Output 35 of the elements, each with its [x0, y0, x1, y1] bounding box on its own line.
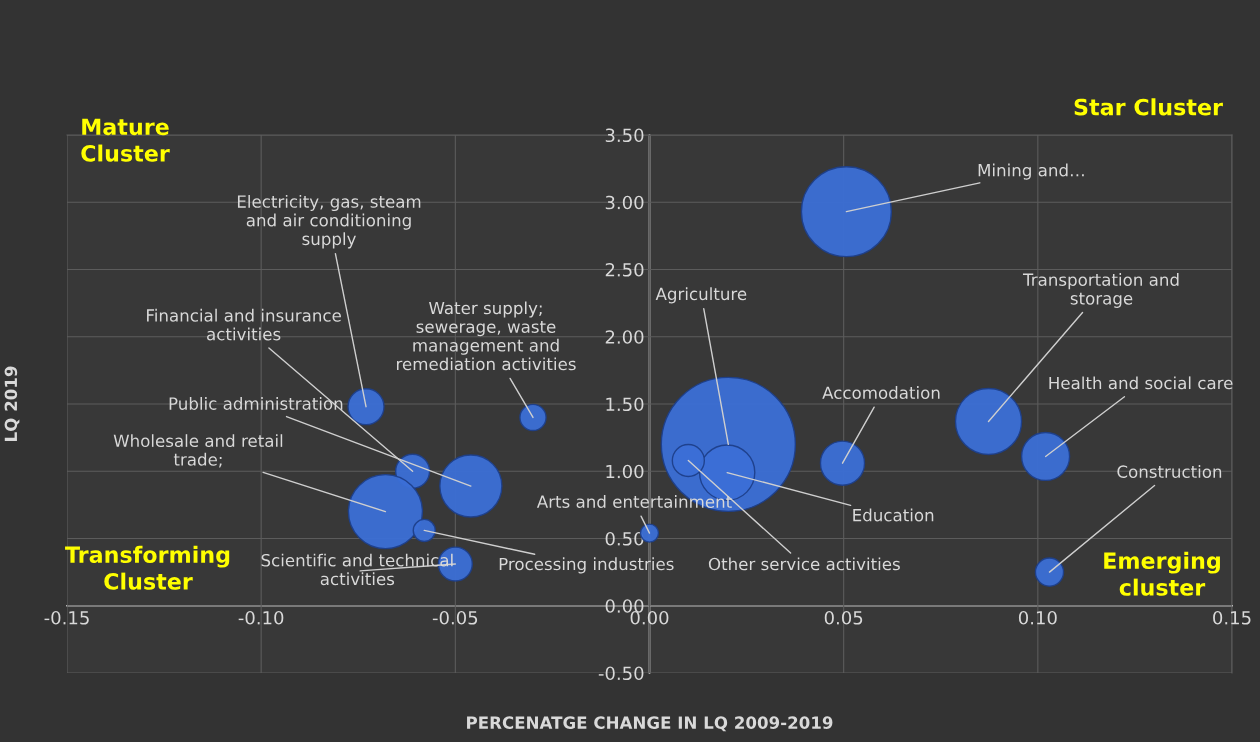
annotation: Mining and… — [978, 163, 1084, 180]
annotation: Transforming Cluster — [65, 545, 230, 590]
annotation: Mature Cluster — [81, 118, 170, 162]
text: Star Cluster — [1074, 98, 1223, 116]
y-tick-label: 3.00 — [605, 195, 644, 210]
y-tick-label: 3.50 — [605, 128, 644, 143]
x-tick-label: -0.05 — [432, 610, 478, 625]
y-tick-label: 1.50 — [606, 397, 644, 412]
annotation: Education — [853, 508, 934, 522]
annotation: Health and social care — [1049, 376, 1233, 390]
x-tick-label: 0.15 — [1213, 610, 1251, 625]
annotation: Emerging cluster — [1104, 551, 1220, 596]
annotation: Water supply; sewerage, waste management and remediation activities — [397, 301, 576, 371]
annotation: Electricity, gas, steam and air conditioning supply — [237, 194, 421, 249]
y-tick-label: 2.50 — [605, 262, 644, 277]
y-tick-label: 0.00 — [605, 599, 644, 613]
y-tick-label: 0.50 — [605, 531, 644, 546]
annotation: Construction — [1117, 465, 1222, 478]
annotation: Other service activities — [708, 557, 900, 571]
annotation: Transportation and storage — [1022, 273, 1179, 308]
x-tick-label: 0.00 — [630, 610, 669, 625]
annotation: Accomodation — [822, 386, 940, 400]
x-axis-title: PERCENATGE CHANGE IN LQ 2009-2019 — [467, 716, 833, 732]
annotation: Agriculture — [655, 287, 747, 304]
annotation: Wholesale and retail trade; — [113, 434, 283, 468]
x-tick-label: -0.10 — [238, 610, 284, 625]
annotation: Financial and insurance activities — [147, 308, 341, 341]
y-tick-label: 1.00 — [606, 464, 644, 479]
x-tick-label: 0.05 — [824, 610, 863, 625]
y-tick-label: -0.50 — [598, 666, 644, 681]
x-tick-label: -0.15 — [44, 610, 89, 625]
annotation: Processing industries — [499, 557, 674, 574]
y-tick-label: 2.00 — [605, 330, 644, 344]
x-tick-label: 0.10 — [1018, 610, 1057, 625]
y-axis-title: LQ 2019 — [4, 366, 20, 441]
